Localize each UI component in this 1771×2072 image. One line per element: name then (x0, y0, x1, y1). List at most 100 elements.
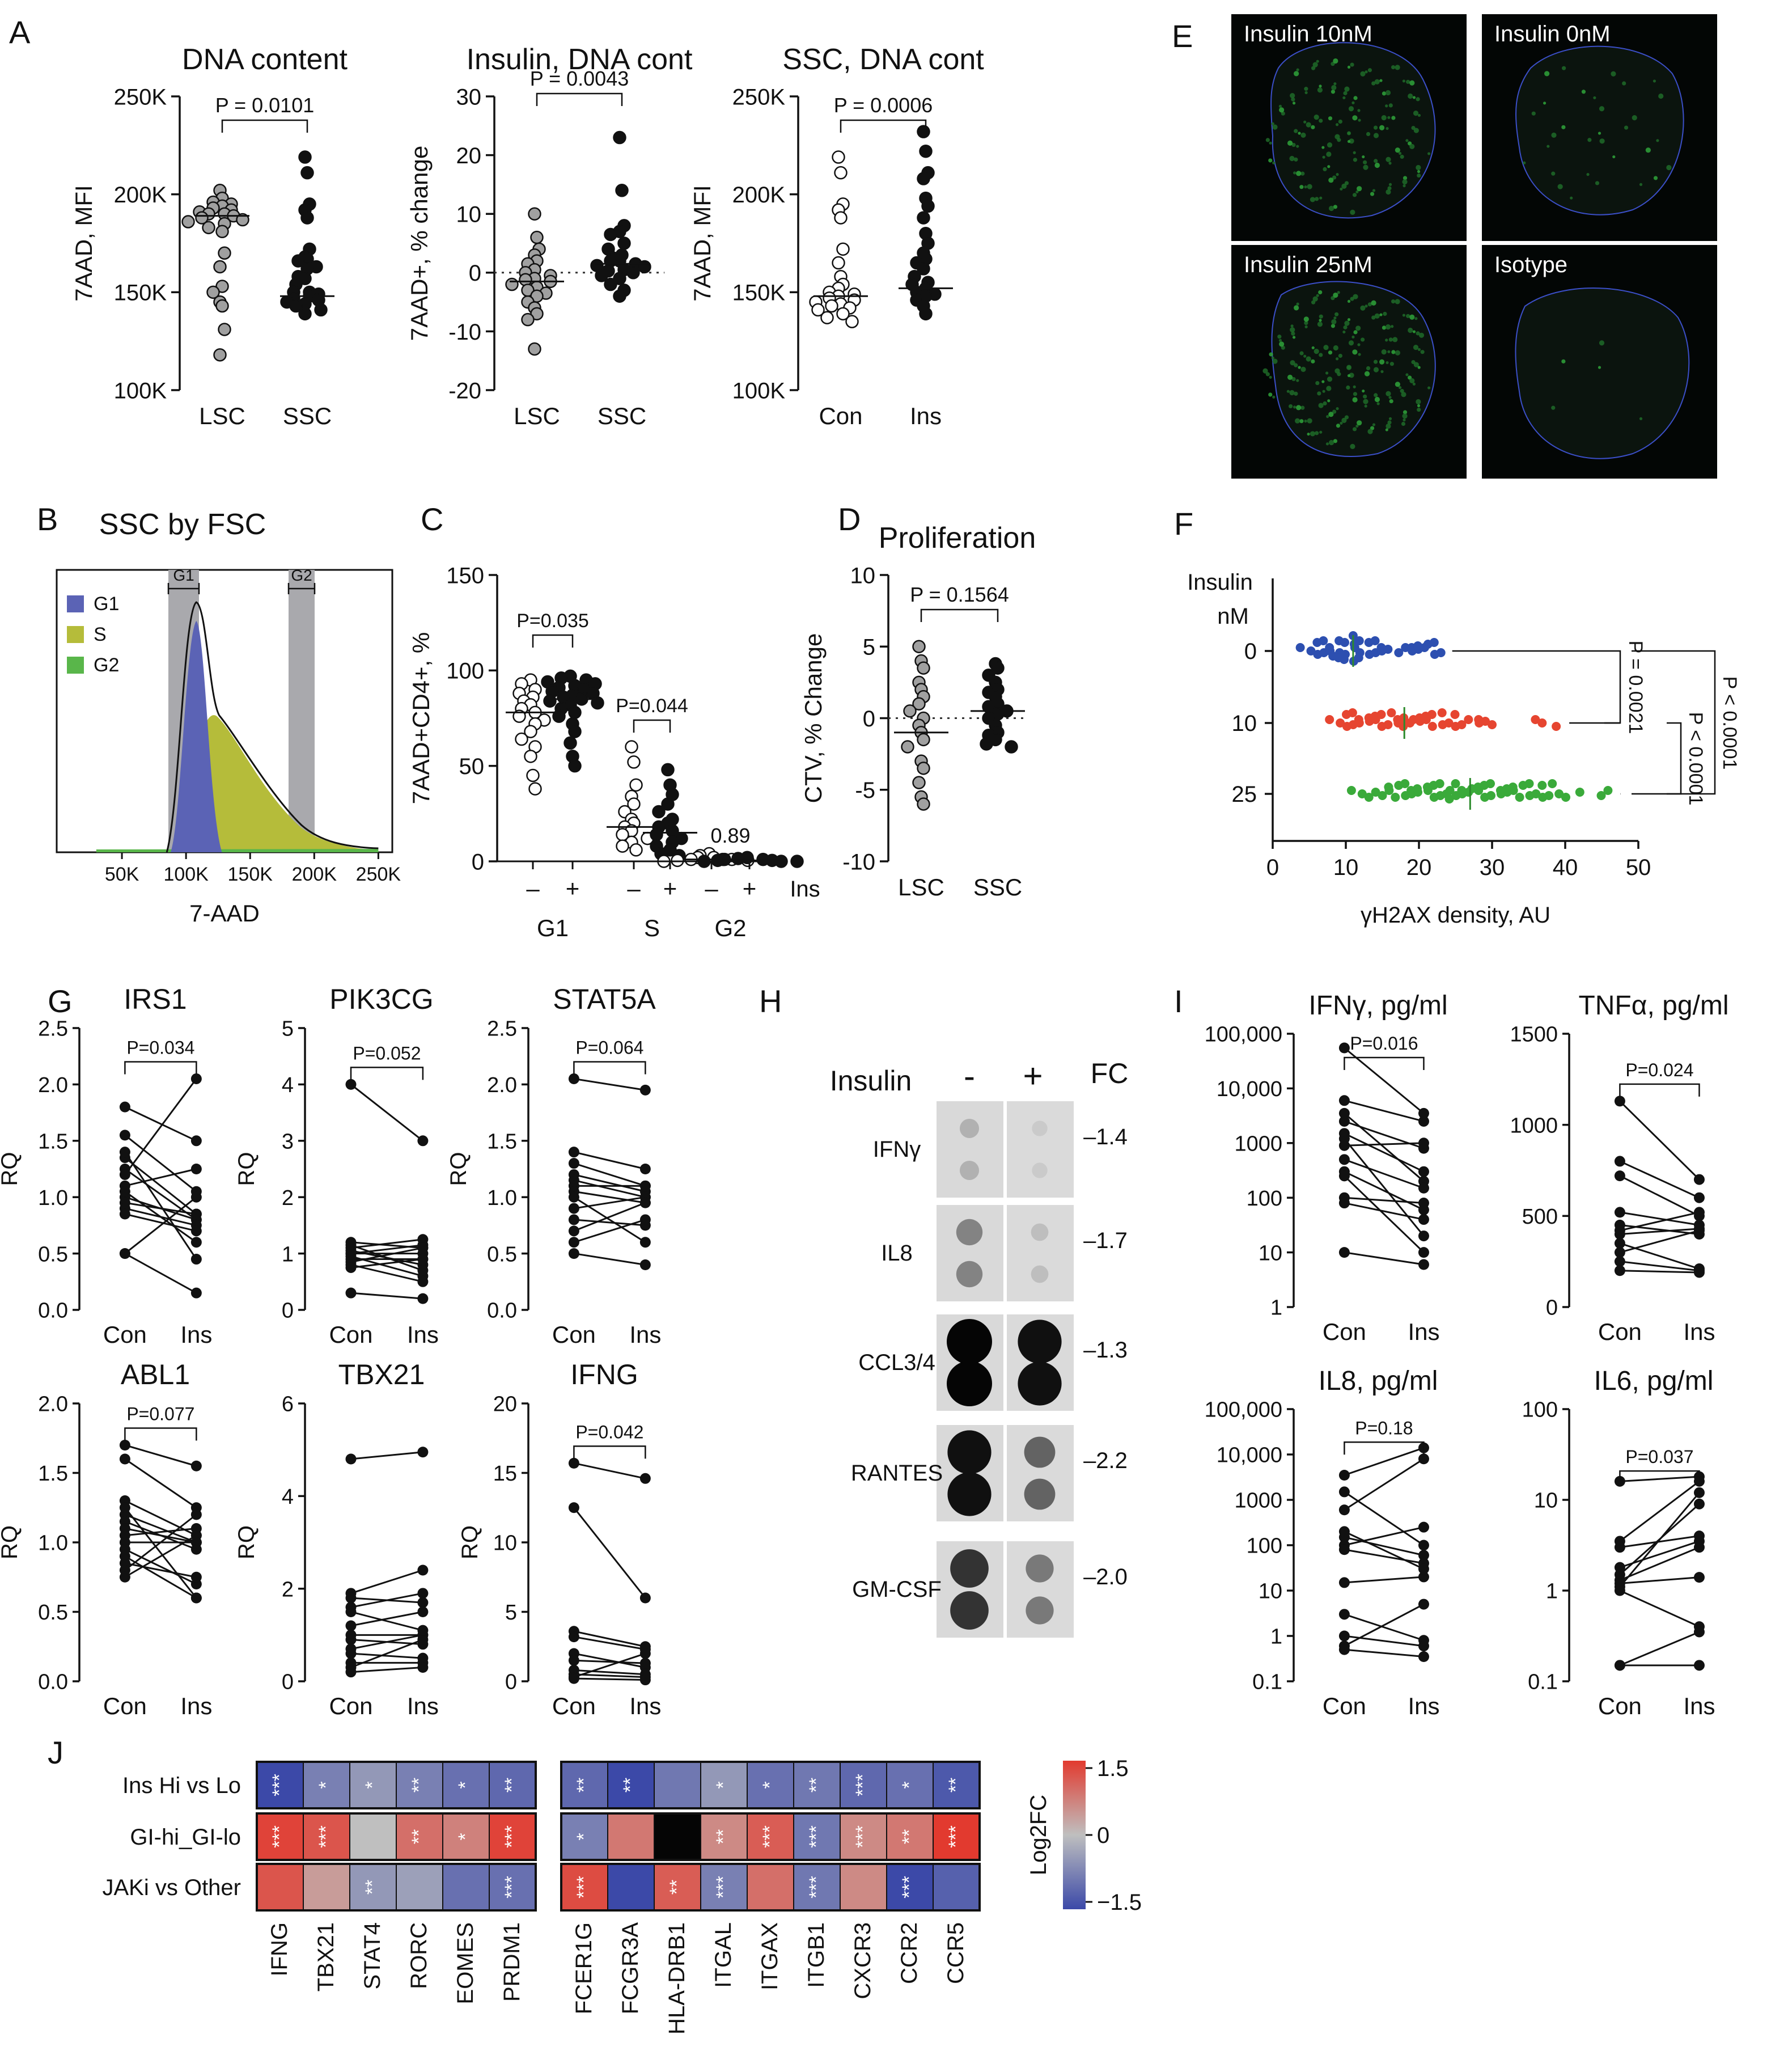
data-point-con (568, 1502, 579, 1513)
gh2ax-focus (1581, 90, 1586, 94)
gh2ax-focus (1294, 391, 1298, 396)
pair-line (350, 1244, 423, 1271)
gh2ax-focus (1622, 81, 1626, 86)
heatmap-row-label: GI-hi_GI-lo (130, 1825, 241, 1850)
significance-stars: *** (852, 1825, 874, 1848)
chart-d: Proliferation -10 -5 0 5 10 CTV, % Change LSC SS… (800, 522, 1036, 900)
group-axis-unit: nM (1217, 604, 1249, 629)
data-point (1548, 779, 1557, 788)
gh2ax-focus (1298, 366, 1301, 369)
data-point (652, 805, 666, 819)
gh2ax-focus (1386, 423, 1391, 429)
gh2ax-focus (1385, 90, 1391, 96)
heatmap-cell (700, 1761, 748, 1809)
gh2ax-focus (1387, 186, 1392, 191)
x-category-label: Ins (1408, 1693, 1439, 1719)
significance-bracket (124, 1061, 197, 1075)
y-axis-label: RQ (234, 1152, 259, 1186)
p-value-label: P=0.042 (575, 1422, 643, 1442)
gh2ax-focus (1328, 412, 1334, 417)
pair-line (574, 1077, 646, 1091)
gh2ax-focus (1318, 403, 1324, 408)
data-point-ins (1693, 1498, 1705, 1509)
data-point (731, 852, 745, 865)
data-point (298, 150, 312, 164)
x-category-label: Con (819, 403, 862, 429)
data-point-ins (417, 1293, 429, 1304)
y-tick-label: 0 (1546, 1296, 1558, 1320)
heatmap-cell (747, 1813, 794, 1860)
heatmap-column-label: ITGAX (757, 1922, 782, 1990)
legend-label: S (94, 624, 107, 645)
y-tick-label: 4 (282, 1073, 294, 1097)
data-point-ins (639, 1237, 651, 1248)
heatmap-block-border (560, 1812, 981, 1861)
group-label: S (644, 915, 660, 941)
data-point-ins (639, 1197, 651, 1208)
gh2ax-focus (1402, 413, 1408, 419)
data-point-ins (190, 1135, 202, 1147)
x-category-label: Con (103, 1321, 147, 1348)
y-tick-label: 1500 (1510, 1023, 1558, 1047)
gh2ax-focus (1319, 84, 1322, 88)
x-category-label: LSC (514, 403, 560, 429)
data-point (811, 303, 825, 317)
data-point (1486, 791, 1495, 800)
data-point-ins (190, 1460, 202, 1471)
gh2ax-focus (1306, 122, 1311, 128)
significance-stars: * (315, 1781, 337, 1788)
data-point-ins (190, 1254, 202, 1265)
heatmap-row-label: Ins Hi vs Lo (122, 1773, 241, 1798)
data-point (300, 166, 314, 180)
gh2ax-focus (1355, 325, 1361, 331)
pair-line (1344, 1576, 1424, 1584)
gh2ax-focus (1639, 183, 1643, 186)
heatmap-column-label: IFNG (267, 1922, 292, 1977)
pair-line (125, 1213, 197, 1232)
y-tick-label: 100,000 (1205, 1023, 1282, 1047)
gh2ax-focus (1367, 68, 1372, 73)
gh2ax-focus (1543, 102, 1547, 105)
data-point-ins (639, 1473, 651, 1484)
gh2ax-focus (1350, 297, 1354, 301)
gh2ax-focus (1286, 390, 1290, 393)
data-point (1444, 794, 1454, 804)
data-point (519, 273, 532, 286)
gh2ax-focus (1316, 60, 1319, 63)
gh2ax-focus (1427, 386, 1431, 390)
pair-line (1620, 1229, 1700, 1254)
gh2ax-focus (1357, 109, 1361, 112)
gh2ax-focus (1315, 380, 1320, 386)
chart-title: IRS1 (124, 983, 187, 1015)
gh2ax-focus (1315, 197, 1319, 201)
y-tick-label: 10 (456, 202, 482, 227)
x-axis-label: 7-AAD (189, 900, 260, 927)
gh2ax-focus (1389, 362, 1394, 366)
gh2ax-focus (1265, 138, 1270, 142)
panel-letter-j: J (48, 1735, 63, 1770)
legend-label: G2 (94, 654, 119, 676)
heatmap-cell (256, 1863, 304, 1911)
gh2ax-focus (1371, 81, 1376, 86)
data-point-ins (1418, 1138, 1429, 1149)
pair-line (1344, 1536, 1424, 1557)
data-point-con (1338, 1115, 1350, 1127)
x-category-label: Con (103, 1693, 147, 1719)
gh2ax-focus (1374, 393, 1378, 398)
significance-stars: ** (573, 1778, 595, 1792)
gh2ax-focus (1325, 371, 1329, 375)
gh2ax-focus (1523, 161, 1526, 164)
data-point-ins (417, 1606, 429, 1617)
significance-bracket (536, 92, 623, 106)
y-tick-label: 100 (1247, 1534, 1282, 1558)
analyte-label: IFNγ (873, 1137, 921, 1162)
data-point (1306, 646, 1316, 656)
pair-line (574, 1173, 646, 1193)
chart-b: SSC by FSC G1 G2 G1 S G2 50K 100K 150K 200K 250K 7-… (56, 508, 401, 927)
chart-a2: Insulin, DNA cont -20 -10 0 10 20 30 7AAD+, % c… (406, 43, 693, 429)
gh2ax-focus (1347, 299, 1351, 303)
pair-line (1344, 1196, 1424, 1204)
gh2ax-focus (1417, 404, 1421, 408)
gh2ax-focus (1347, 318, 1351, 322)
data-point-ins (417, 1242, 429, 1254)
